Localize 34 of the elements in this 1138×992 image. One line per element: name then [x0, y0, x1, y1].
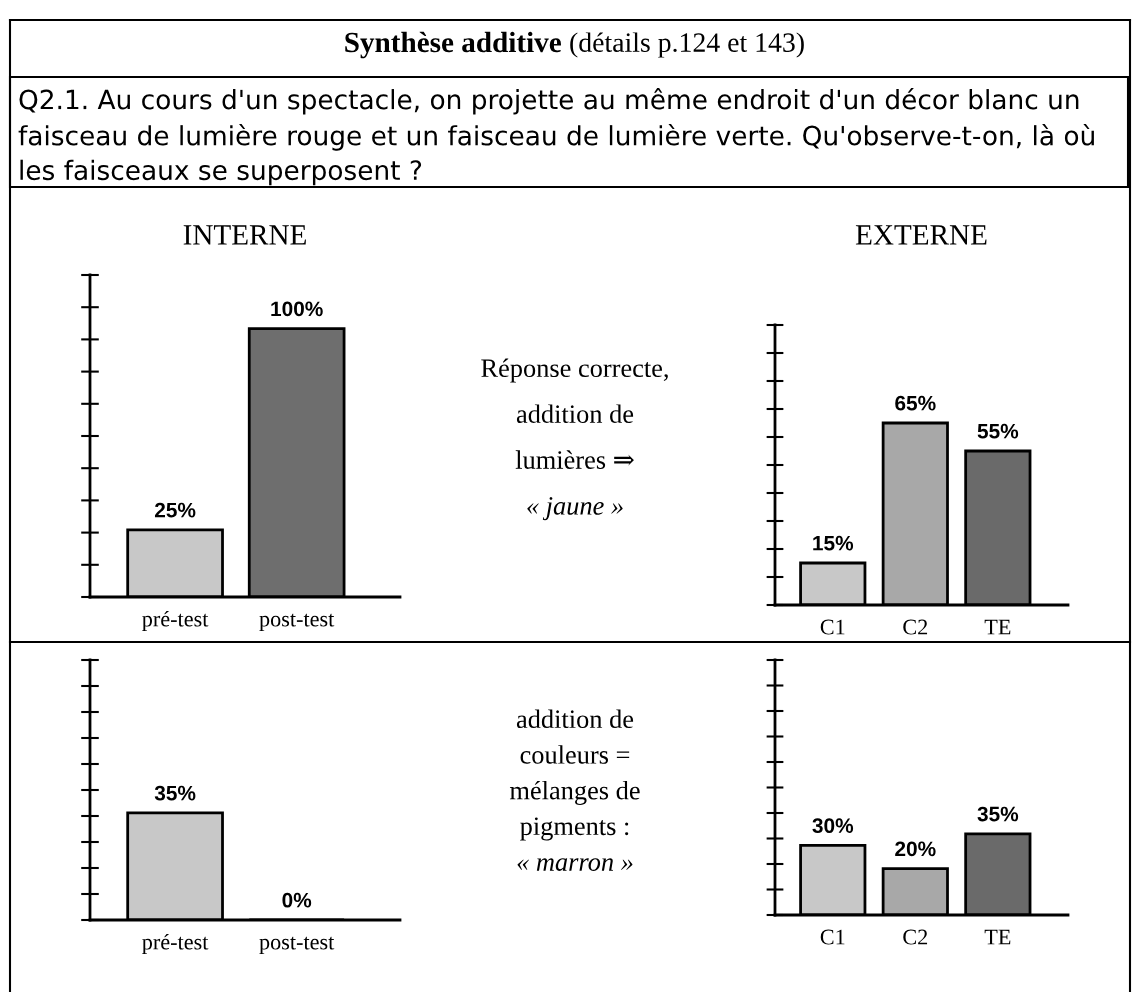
x-tick-label: pré-test [142, 610, 209, 632]
text: addition de [516, 709, 634, 729]
chart-title: INTERNE [183, 225, 306, 245]
data-label: 65% [895, 395, 936, 411]
data-label: 20% [895, 841, 936, 857]
text: « jaune » [527, 497, 623, 521]
x-tick-label: post-test [259, 613, 335, 632]
x-tick-label: pré-test [142, 933, 209, 955]
x-tick-label: C2 [903, 929, 928, 945]
text: Réponse correcte, [481, 358, 668, 383]
data-label: 0% [282, 892, 312, 908]
text: (détails p.124 et 143) [570, 32, 804, 58]
x-tick-label: TE [984, 619, 1011, 635]
data-label: 100% [271, 301, 323, 317]
text: « marron » [517, 858, 633, 871]
text: pigments : [520, 817, 629, 841]
text: addition de [516, 404, 634, 424]
x-tick-label: C2 [903, 619, 928, 635]
x-tick-label: post-test [259, 936, 335, 955]
text: mélanges de [509, 780, 640, 805]
x-tick-label: C1 [820, 619, 845, 635]
data-label: 25% [154, 502, 196, 518]
data-label: 35% [977, 806, 1019, 822]
data-label: 55% [977, 423, 1019, 439]
text: lumières ⇒ [515, 450, 634, 469]
text: Q2.1. Au cours d'un spectacle, on projette au même endroit d'un décor blanc un faisceau de lumière rouge et un faisceau de lumière verte. Qu'observe-t-on, là où les faisceaux se superposent ? [18, 88, 1094, 186]
text: couleurs = [520, 745, 630, 764]
data-label: 15% [813, 535, 854, 551]
data-label: 30% [812, 818, 854, 834]
x-tick-label: TE [984, 929, 1011, 945]
x-tick-label: C1 [820, 929, 845, 945]
text: Synthèse additive [345, 31, 561, 59]
data-label: 35% [154, 785, 196, 801]
chart-title: EXTERNE [855, 225, 987, 245]
